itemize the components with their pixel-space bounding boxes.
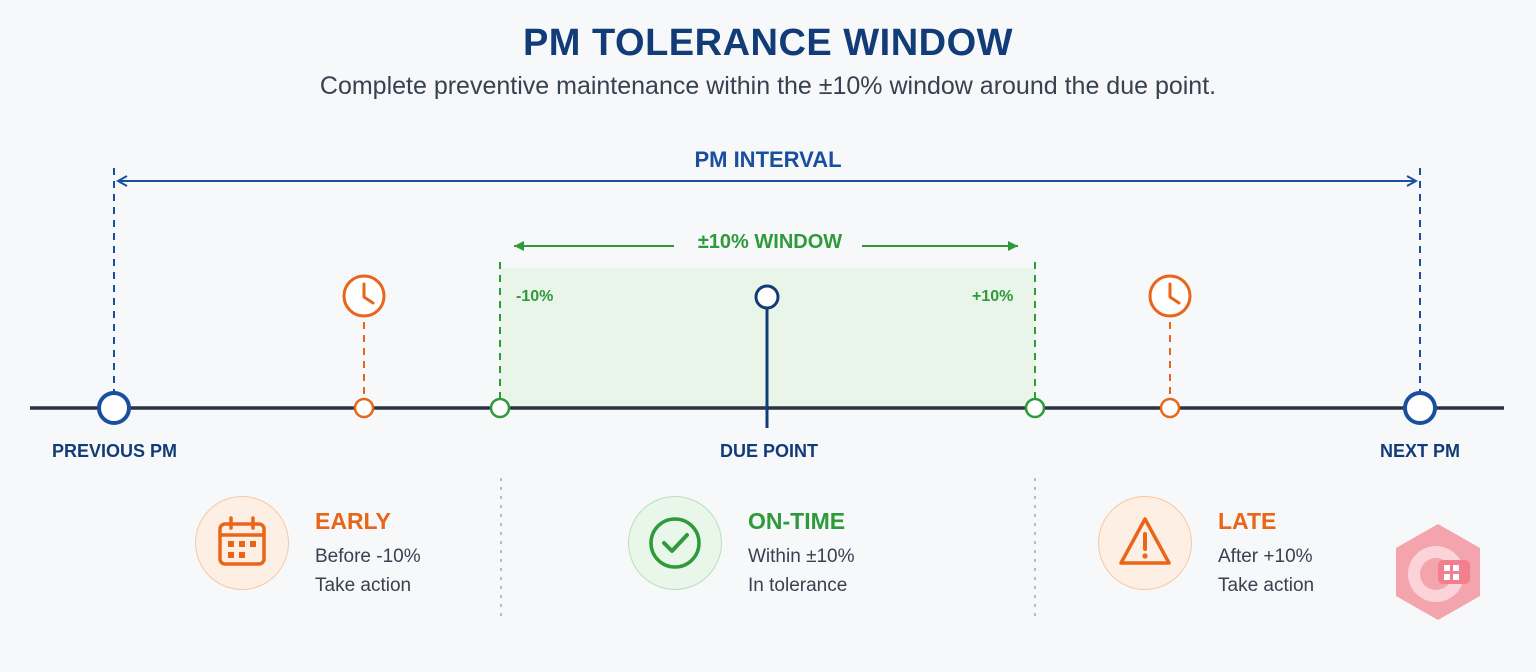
window-label: ±10% WINDOW <box>697 231 843 253</box>
page-subtitle: Complete preventive maintenance within t… <box>319 72 1217 100</box>
due-point-label: DUE POINT <box>720 441 819 461</box>
status-ontime-line1: Within ±10% <box>748 546 855 567</box>
previous-pm-label: PREVIOUS PM <box>52 441 178 461</box>
previous-pm-node <box>97 391 131 425</box>
window-end-node <box>1024 397 1046 419</box>
page-title: PM TOLERANCE WINDOW <box>522 22 1014 64</box>
status-ontime-line2: In tolerance <box>748 575 848 596</box>
status-late-line2: Take action <box>1218 575 1315 596</box>
next-pm-node <box>1403 391 1437 425</box>
status-late-title: LATE <box>1218 508 1277 534</box>
window-minus-label: -10% <box>516 288 554 305</box>
status-early-title: EARLY <box>315 508 391 534</box>
status-late-line1: After +10% <box>1218 546 1313 567</box>
brand-logo-icon <box>1396 524 1480 620</box>
window-plus-label: +10% <box>972 288 1014 305</box>
calendar-icon <box>195 496 289 590</box>
check-circle-icon <box>628 496 722 590</box>
next-pm-label: NEXT PM <box>1380 441 1461 461</box>
warning-triangle-icon <box>1098 496 1192 590</box>
late-node <box>1159 397 1181 419</box>
due-point-marker <box>754 284 780 310</box>
early-node <box>353 397 375 419</box>
status-early-line2: Take action <box>315 575 412 596</box>
status-ontime-title: ON-TIME <box>748 508 846 534</box>
pm-interval-label: PM INTERVAL <box>694 147 842 172</box>
window-start-node <box>489 397 511 419</box>
early-clock-icon <box>342 274 386 318</box>
late-clock-icon <box>1148 274 1192 318</box>
status-early-line1: Before -10% <box>315 546 421 567</box>
